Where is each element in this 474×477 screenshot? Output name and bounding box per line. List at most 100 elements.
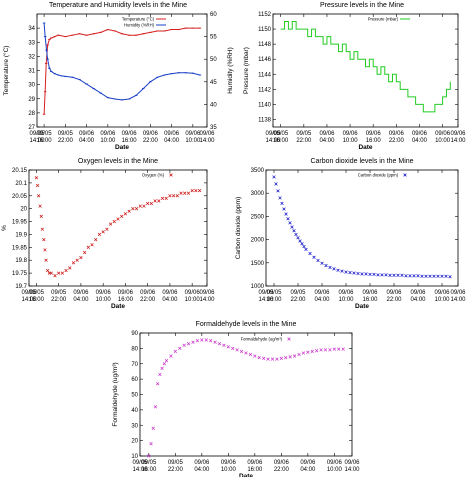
data-point bbox=[75, 258, 79, 262]
data-point bbox=[179, 191, 183, 195]
data-point bbox=[306, 350, 310, 354]
y-tick-label: 1000 bbox=[251, 284, 265, 290]
x-tick-label: 09/06 bbox=[143, 131, 159, 137]
y-tick-label: 20 bbox=[20, 207, 27, 213]
data-point bbox=[178, 346, 182, 351]
data-point bbox=[60, 271, 65, 275]
data-point bbox=[173, 349, 177, 354]
data-point bbox=[444, 274, 448, 278]
data-point bbox=[162, 362, 166, 366]
data-point bbox=[380, 273, 384, 277]
data-point bbox=[120, 214, 124, 219]
data-point bbox=[332, 267, 336, 271]
x-tick-label: 04:00 bbox=[162, 297, 178, 303]
chart-formaldehyde: Formaldehyde levels in the Mine09/0514:0… bbox=[112, 321, 360, 477]
data-point bbox=[164, 196, 168, 201]
data-point bbox=[368, 272, 372, 277]
x-tick-label: 14:00 bbox=[450, 138, 466, 144]
data-point bbox=[123, 212, 128, 216]
y2-tick-label: 45 bbox=[210, 80, 217, 86]
data-point bbox=[153, 199, 157, 203]
data-point bbox=[392, 273, 396, 277]
y-tick-label: 19.8 bbox=[15, 258, 27, 264]
x-tick-label: 10:00 bbox=[343, 138, 359, 144]
y-tick-label: 1138 bbox=[258, 117, 272, 123]
data-point bbox=[64, 268, 68, 273]
y-tick-label: 27 bbox=[28, 125, 35, 131]
data-point bbox=[266, 357, 270, 361]
data-point bbox=[323, 348, 328, 352]
x-tick-label: 09/06 bbox=[412, 131, 428, 137]
x-tick-label: 10:00 bbox=[100, 138, 116, 144]
x-tick-label: 09/05 bbox=[51, 290, 67, 296]
chart-title: Temperature and Humidity levels in the M… bbox=[49, 2, 187, 9]
data-point bbox=[312, 255, 316, 259]
x-tick-label: 14:00 bbox=[21, 297, 37, 303]
plot-frame bbox=[272, 13, 459, 128]
y-tick-label: 80 bbox=[131, 346, 138, 352]
data-point bbox=[308, 251, 312, 256]
x-tick-label: 09/06 bbox=[386, 290, 402, 296]
x-tick-label: 09/05 bbox=[21, 290, 37, 296]
data-point bbox=[156, 382, 160, 386]
data-point bbox=[213, 340, 217, 344]
x-tick-label: 22:00 bbox=[389, 138, 405, 144]
y2-tick-label: 35 bbox=[210, 125, 217, 131]
y2-axis-label: Humidity (%RH) bbox=[227, 47, 234, 94]
data-point bbox=[290, 225, 294, 229]
chart-title: Carbon dioxide levels in the Mine bbox=[310, 158, 413, 165]
data-point bbox=[40, 227, 44, 231]
x-axis-label: Date bbox=[115, 144, 129, 151]
data-point bbox=[42, 237, 46, 242]
y-tick-label: 1142 bbox=[258, 87, 272, 93]
legend-label: Oxygen (%) bbox=[142, 173, 165, 178]
x-tick-label: 09/06 bbox=[344, 460, 360, 466]
x-tick-label: 14:00 bbox=[29, 138, 45, 144]
y-axis-label: Carbon dioxide (ppm) bbox=[235, 197, 242, 260]
x-tick-label: 09/06 bbox=[96, 290, 112, 296]
plot-frame bbox=[265, 169, 459, 287]
data-point bbox=[147, 454, 151, 458]
x-tick-label: 09/05 bbox=[141, 460, 157, 466]
plot-frame bbox=[36, 13, 208, 128]
series-line-0 bbox=[43, 27, 200, 115]
x-tick-label: 16:00 bbox=[29, 297, 45, 303]
x-tick-label: 16:00 bbox=[37, 138, 53, 144]
data-point bbox=[280, 201, 284, 206]
y-tick-label: 1146 bbox=[258, 57, 272, 63]
y-tick-label: 20.1 bbox=[15, 181, 27, 187]
x-tick-label: 09/06 bbox=[389, 131, 405, 137]
x-tick-label: 22:00 bbox=[290, 297, 306, 303]
data-point bbox=[416, 274, 420, 278]
chart-title: Pressure levels in the Mine bbox=[320, 2, 404, 9]
data-point bbox=[436, 274, 440, 278]
x-tick-label: 04:00 bbox=[73, 297, 89, 303]
x-tick-label: 09/05 bbox=[132, 460, 148, 466]
data-point bbox=[90, 243, 94, 247]
data-point bbox=[191, 340, 195, 344]
x-tick-label: 09/05 bbox=[58, 131, 74, 137]
x-tick-label: 09/06 bbox=[164, 131, 180, 137]
x-tick-label: 09/06 bbox=[410, 290, 426, 296]
data-point bbox=[248, 352, 253, 357]
x-tick-label: 09/05 bbox=[265, 131, 281, 137]
data-point bbox=[105, 227, 109, 231]
y-axis-label: % bbox=[1, 225, 8, 231]
y-axis-label: Temperature (°C) bbox=[2, 46, 10, 96]
data-point bbox=[344, 270, 348, 274]
data-point bbox=[168, 194, 172, 198]
data-point bbox=[38, 204, 42, 208]
x-tick-label: 14:00 bbox=[265, 138, 281, 144]
x-tick-label: 16:00 bbox=[273, 138, 289, 144]
x-tick-label: 09/06 bbox=[140, 290, 156, 296]
data-point bbox=[175, 194, 179, 198]
data-point bbox=[372, 272, 376, 277]
y-tick-label: 70 bbox=[131, 362, 138, 368]
x-tick-label: 04:00 bbox=[300, 467, 316, 473]
data-point bbox=[186, 342, 191, 346]
data-point bbox=[297, 352, 301, 357]
x-tick-label: 04:00 bbox=[194, 467, 210, 473]
y2-tick-label: 40 bbox=[210, 102, 217, 108]
y-tick-label: 30 bbox=[131, 423, 138, 429]
data-point bbox=[275, 357, 279, 361]
